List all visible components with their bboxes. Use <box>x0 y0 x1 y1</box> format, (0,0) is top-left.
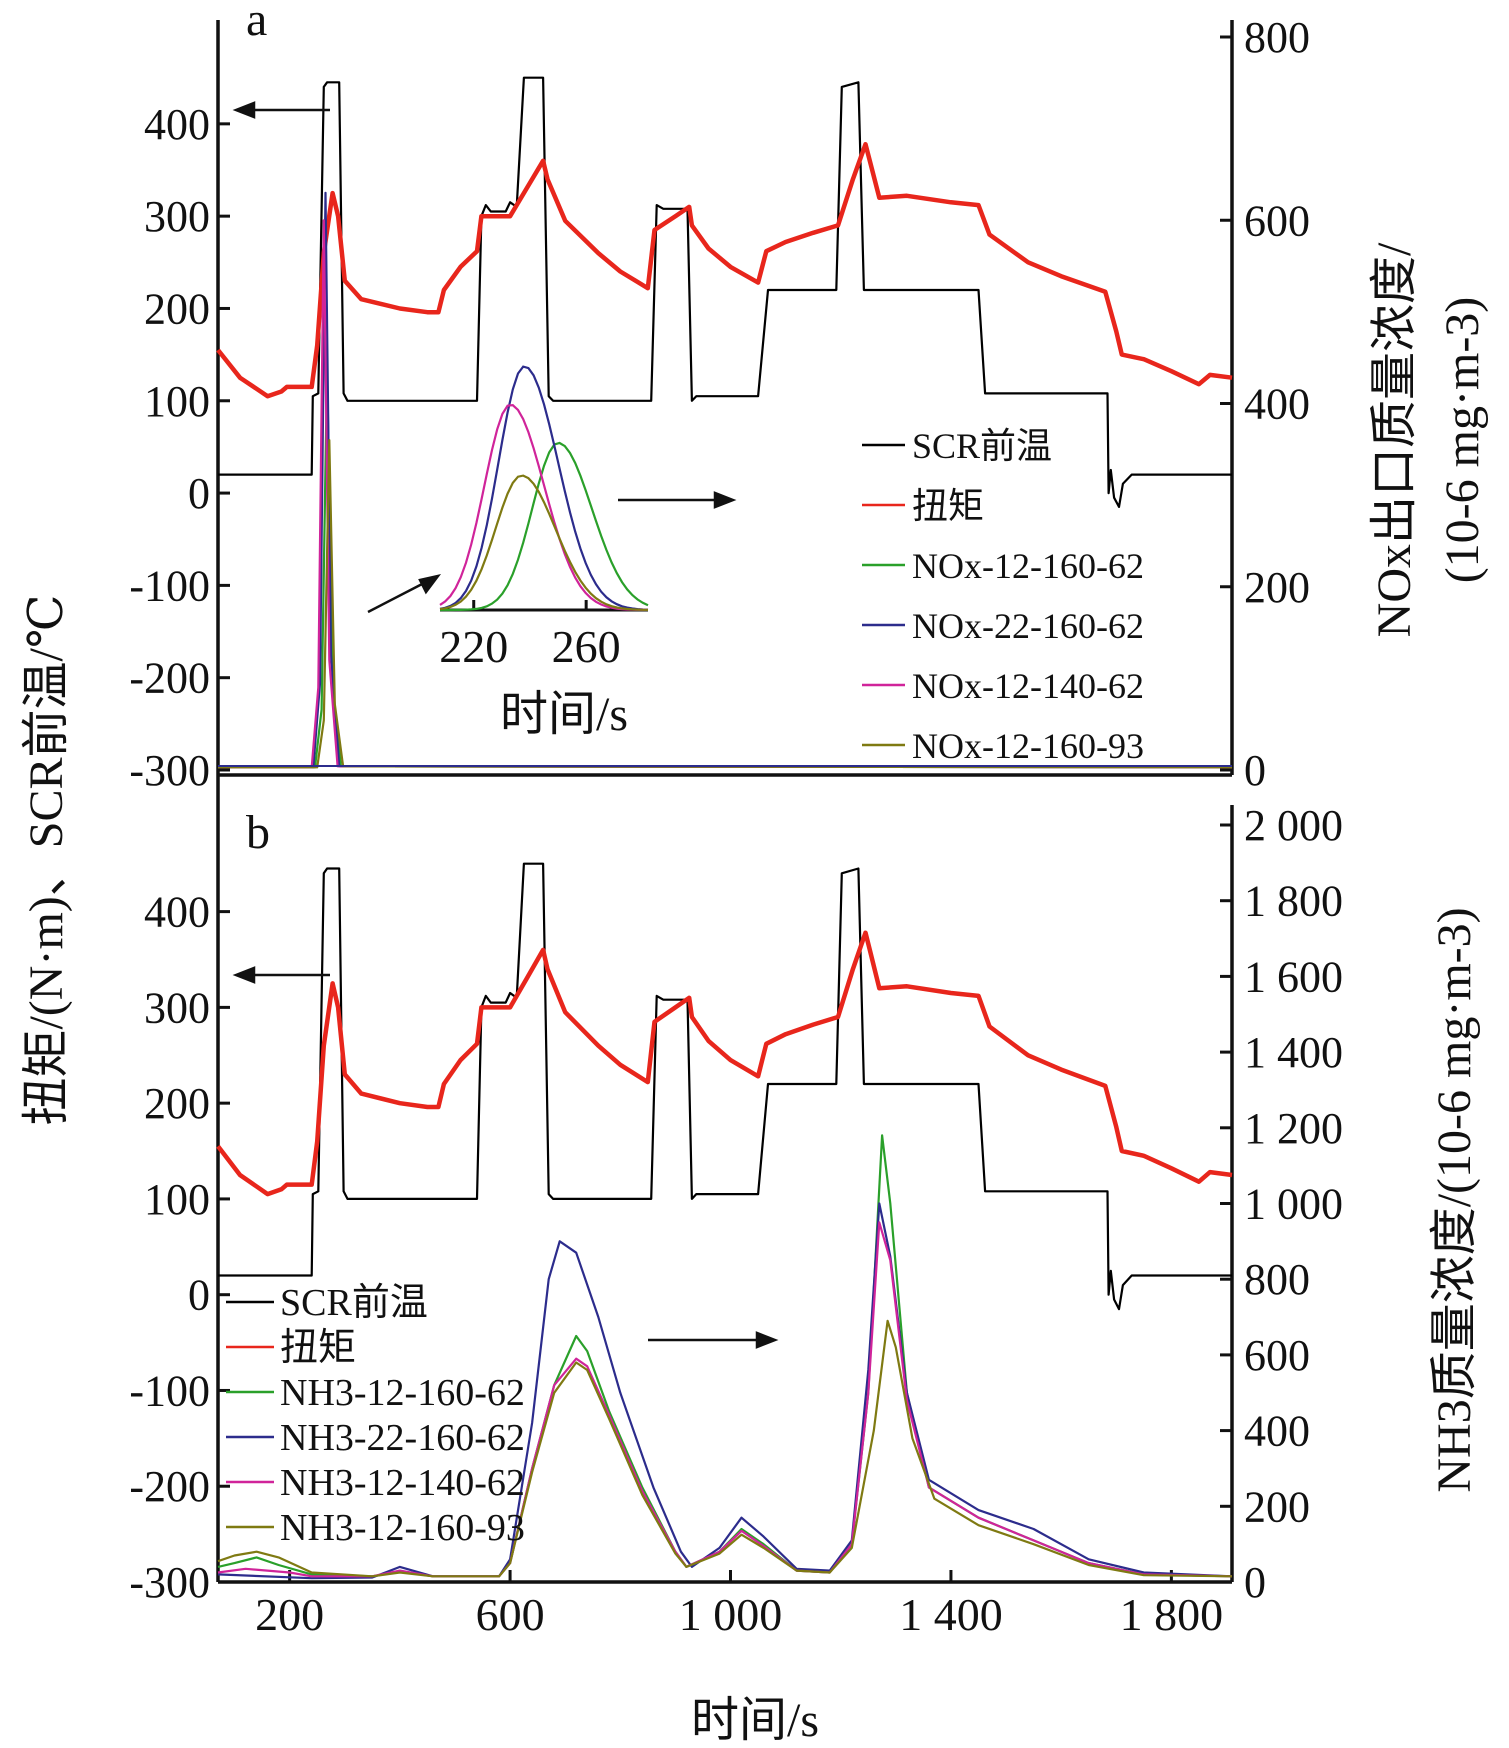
ytick-right-b: 1 000 <box>1244 1180 1343 1229</box>
xtick-label: 1 400 <box>899 1589 1003 1640</box>
inset-series-2 <box>439 404 648 611</box>
ytick-right-a: 600 <box>1244 196 1310 245</box>
ytick-left-a: -300 <box>129 746 210 795</box>
ytick-right-a: 200 <box>1244 563 1310 612</box>
inset-series-1 <box>439 365 649 611</box>
series-b-nh3-3 <box>217 1319 1233 1578</box>
arrow-a-inset-head <box>418 574 442 595</box>
panel-label-b: b <box>246 806 270 859</box>
ytick-left-a: 100 <box>144 377 210 426</box>
legend-b-label: NH3-12-160-62 <box>280 1372 525 1414</box>
legend-a-label: NOx-12-160-93 <box>912 726 1144 766</box>
ytick-right-b: 2 000 <box>1244 801 1343 850</box>
left-axis-title: 扭矩/(N·m)、SCR前温/℃ <box>20 594 73 1125</box>
ytick-left-b: 200 <box>144 1079 210 1128</box>
ytick-left-b: -100 <box>129 1366 210 1415</box>
ytick-right-a: 400 <box>1244 380 1310 429</box>
xtick-label: 1 800 <box>1120 1589 1224 1640</box>
legend-b-label: NH3-22-160-62 <box>280 1417 525 1459</box>
bottom-axis-title: 时间/s <box>691 1694 819 1747</box>
inset-xlabel: 时间/s <box>500 688 628 741</box>
panel-b-frame <box>216 775 1234 1584</box>
series-a-torque <box>216 141 1233 399</box>
panel-label-a: a <box>246 0 267 46</box>
ytick-left-a: 300 <box>144 192 210 241</box>
ytick-left-b: -300 <box>129 1558 210 1607</box>
ytick-left-b: 400 <box>144 888 210 937</box>
ytick-left-a: 400 <box>144 100 210 149</box>
ytick-right-b: 0 <box>1244 1558 1266 1607</box>
panel-a-frame <box>216 20 1234 775</box>
legend-a-label: NOx-12-160-62 <box>912 546 1144 586</box>
ytick-left-a: -100 <box>129 561 210 610</box>
ytick-left-a: 0 <box>188 469 210 518</box>
arrow-b-left-head <box>232 966 256 984</box>
right-axis-title-a-line2: (10-6 mg·m-3) <box>1436 297 1489 584</box>
legend-b-label: NH3-12-140-62 <box>280 1462 525 1504</box>
arrow-a-right-head <box>713 491 737 509</box>
xtick-label: 600 <box>476 1589 545 1640</box>
ytick-right-b: 1 600 <box>1244 952 1343 1001</box>
legend-b-label: NH3-12-160-93 <box>280 1507 525 1549</box>
arrow-a-inset <box>367 580 427 614</box>
legend-a-label: NOx-22-160-62 <box>912 606 1144 646</box>
ytick-left-a: -200 <box>129 654 210 703</box>
inset-series-3 <box>439 474 649 611</box>
ytick-left-b: -200 <box>129 1462 210 1511</box>
ytick-right-b: 1 800 <box>1244 877 1343 926</box>
series-a-nox-3 <box>218 439 1233 769</box>
arrows <box>232 101 779 1349</box>
ytick-right-b: 600 <box>1244 1331 1310 1380</box>
xtick-label: 1 000 <box>679 1589 783 1640</box>
ytick-right-b: 400 <box>1244 1407 1310 1456</box>
arrow-b-right-head <box>755 1331 779 1349</box>
ytick-left-a: 200 <box>144 284 210 333</box>
ytick-right-b: 200 <box>1244 1482 1310 1531</box>
right-axis-title-b: NH3质量浓度/(10-6 mg·m-3) <box>1428 907 1481 1492</box>
legend-a-label: SCR前温 <box>912 426 1052 466</box>
legend-a-label: NOx-12-140-62 <box>912 666 1144 706</box>
series-b-scr-temp <box>218 862 1232 1311</box>
ytick-left-b: 0 <box>188 1271 210 1320</box>
right-axis-title-a-line1: NOx出口质量浓度/ <box>1368 242 1421 637</box>
legend-b-label: 扭矩 <box>280 1327 356 1369</box>
legend-b-label: SCR前温 <box>280 1282 428 1324</box>
ytick-right-a: 800 <box>1244 13 1310 62</box>
xtick-label: 200 <box>255 1589 324 1640</box>
ytick-right-a: 0 <box>1244 746 1266 795</box>
ytick-right-b: 1 200 <box>1244 1104 1343 1153</box>
arrow-a-left-head <box>232 101 256 119</box>
ytick-right-b: 1 400 <box>1244 1028 1343 1077</box>
ytick-right-b: 800 <box>1244 1255 1310 1304</box>
ytick-left-b: 300 <box>144 983 210 1032</box>
ytick-left-b: 100 <box>144 1175 210 1224</box>
legend-a-label: 扭矩 <box>912 486 984 526</box>
series-b-torque <box>216 930 1233 1197</box>
inset-xtick-label: 220 <box>439 621 508 672</box>
series-a-scr-temp <box>218 76 1232 508</box>
inset-xtick-label: 260 <box>552 621 621 672</box>
inset-series-0 <box>440 441 649 612</box>
